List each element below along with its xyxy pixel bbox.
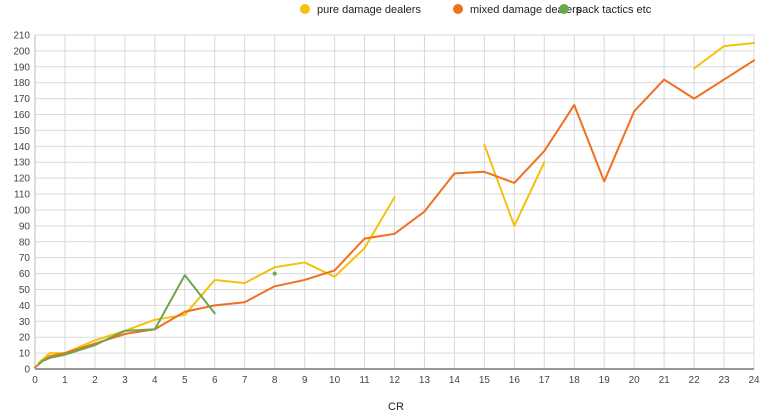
x-tick-label: 3	[122, 375, 128, 386]
x-tick-label: 7	[242, 375, 248, 386]
legend-item: pure damage dealers	[300, 4, 421, 16]
y-tick-label: 30	[19, 317, 31, 328]
x-tick-label: 4	[152, 375, 158, 386]
y-tick-label: 200	[13, 46, 30, 57]
x-tick-label: 16	[509, 375, 521, 386]
tick-labels: 0102030405060708090100110120130140150160…	[13, 31, 760, 387]
y-tick-label: 150	[13, 126, 30, 137]
x-tick-label: 2	[92, 375, 98, 386]
legend-marker	[300, 4, 310, 14]
x-tick-label: 21	[659, 375, 671, 386]
x-tick-label: 24	[748, 375, 760, 386]
y-tick-label: 160	[13, 110, 30, 121]
series-line	[34, 59, 755, 369]
x-tick-label: 5	[182, 375, 188, 386]
x-tick-label: 22	[689, 375, 701, 386]
x-tick-label: 14	[449, 375, 461, 386]
x-tick-label: 17	[539, 375, 551, 386]
series-line	[693, 41, 755, 70]
grid	[34, 34, 755, 370]
y-tick-label: 90	[19, 221, 31, 232]
x-tick-label: 18	[569, 375, 581, 386]
y-tick-label: 170	[13, 94, 30, 105]
y-tick-label: 100	[13, 205, 30, 216]
x-tick-label: 12	[389, 375, 401, 386]
y-tick-label: 0	[24, 365, 30, 376]
x-tick-label: 1	[62, 375, 68, 386]
legend: pure damage dealers mixed damage dealersp…	[300, 4, 652, 16]
series-1	[34, 59, 755, 369]
legend-marker	[559, 4, 569, 14]
x-tick-label: 6	[212, 375, 218, 386]
y-tick-label: 190	[13, 62, 30, 73]
series-line	[483, 143, 546, 227]
x-tick-label: 9	[302, 375, 308, 386]
legend-marker	[453, 4, 463, 14]
y-tick-label: 180	[13, 78, 30, 89]
x-tick-label: 11	[359, 375, 370, 386]
y-tick-label: 130	[13, 158, 30, 169]
series-0	[37, 41, 755, 364]
y-tick-label: 140	[13, 142, 30, 153]
series-layer	[34, 41, 755, 369]
series-line	[37, 196, 396, 364]
series-point	[272, 271, 277, 276]
legend-label: mixed damage dealers	[470, 4, 582, 16]
x-tick-label: 8	[272, 375, 278, 386]
x-tick-label: 15	[479, 375, 491, 386]
x-tick-label: 20	[629, 375, 641, 386]
y-tick-label: 50	[19, 285, 31, 296]
y-tick-label: 20	[19, 333, 31, 344]
legend-item: mixed damage dealers	[453, 4, 582, 16]
x-tick-label: 13	[419, 375, 431, 386]
y-tick-label: 10	[19, 349, 31, 360]
y-tick-label: 120	[13, 174, 30, 185]
x-tick-label: 23	[718, 375, 730, 386]
y-tick-label: 80	[19, 237, 31, 248]
legend-item: pack tactics etc	[559, 4, 652, 16]
y-tick-label: 110	[14, 190, 30, 201]
x-tick-label: 19	[599, 375, 611, 386]
x-tick-label: 0	[32, 375, 38, 386]
axes	[34, 35, 754, 370]
y-tick-label: 40	[19, 301, 31, 312]
y-tick-label: 70	[19, 253, 31, 264]
x-tick-label: 10	[329, 375, 341, 386]
y-tick-label: 60	[19, 269, 31, 280]
series-2	[37, 271, 277, 366]
y-tick-label: 210	[13, 31, 30, 42]
legend-label: pack tactics etc	[576, 4, 652, 16]
series-line	[37, 274, 216, 366]
legend-label: pure damage dealers	[317, 4, 421, 16]
x-axis-title: CR	[388, 401, 404, 413]
